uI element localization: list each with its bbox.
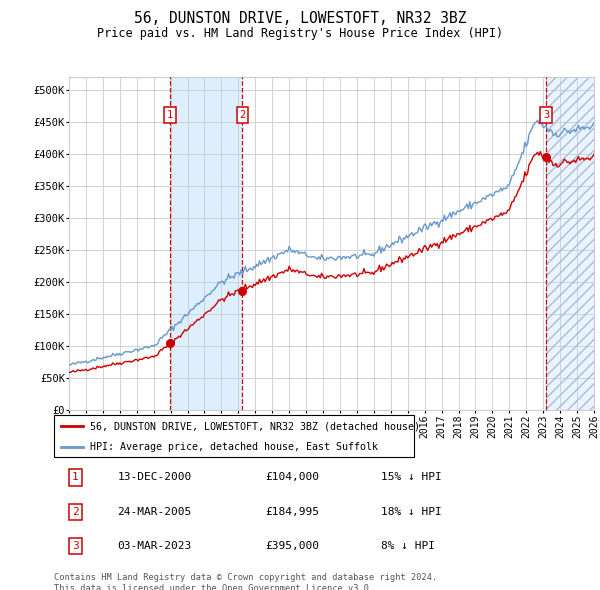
FancyBboxPatch shape xyxy=(54,415,414,457)
Text: £104,000: £104,000 xyxy=(265,473,319,483)
Text: 56, DUNSTON DRIVE, LOWESTOFT, NR32 3BZ (detached house): 56, DUNSTON DRIVE, LOWESTOFT, NR32 3BZ (… xyxy=(90,421,420,431)
Bar xyxy=(170,77,242,410)
Text: 8% ↓ HPI: 8% ↓ HPI xyxy=(382,541,436,551)
Text: This data is licensed under the Open Government Licence v3.0.: This data is licensed under the Open Gov… xyxy=(54,584,374,590)
Text: 2: 2 xyxy=(239,110,245,120)
Text: 03-MAR-2023: 03-MAR-2023 xyxy=(118,541,191,551)
Text: 56, DUNSTON DRIVE, LOWESTOFT, NR32 3BZ: 56, DUNSTON DRIVE, LOWESTOFT, NR32 3BZ xyxy=(134,11,466,25)
Text: 2: 2 xyxy=(72,507,79,517)
Text: 15% ↓ HPI: 15% ↓ HPI xyxy=(382,473,442,483)
Text: £395,000: £395,000 xyxy=(265,541,319,551)
Bar xyxy=(546,77,594,410)
Text: 1: 1 xyxy=(167,110,173,120)
Text: 3: 3 xyxy=(543,110,549,120)
Text: 24-MAR-2005: 24-MAR-2005 xyxy=(118,507,191,517)
Text: 3: 3 xyxy=(72,541,79,551)
Text: 1: 1 xyxy=(72,473,79,483)
Bar xyxy=(546,77,594,410)
Text: 13-DEC-2000: 13-DEC-2000 xyxy=(118,473,191,483)
Text: Price paid vs. HM Land Registry's House Price Index (HPI): Price paid vs. HM Land Registry's House … xyxy=(97,27,503,40)
Text: £184,995: £184,995 xyxy=(265,507,319,517)
Text: Contains HM Land Registry data © Crown copyright and database right 2024.: Contains HM Land Registry data © Crown c… xyxy=(54,573,437,582)
Text: 18% ↓ HPI: 18% ↓ HPI xyxy=(382,507,442,517)
Text: HPI: Average price, detached house, East Suffolk: HPI: Average price, detached house, East… xyxy=(90,442,378,451)
